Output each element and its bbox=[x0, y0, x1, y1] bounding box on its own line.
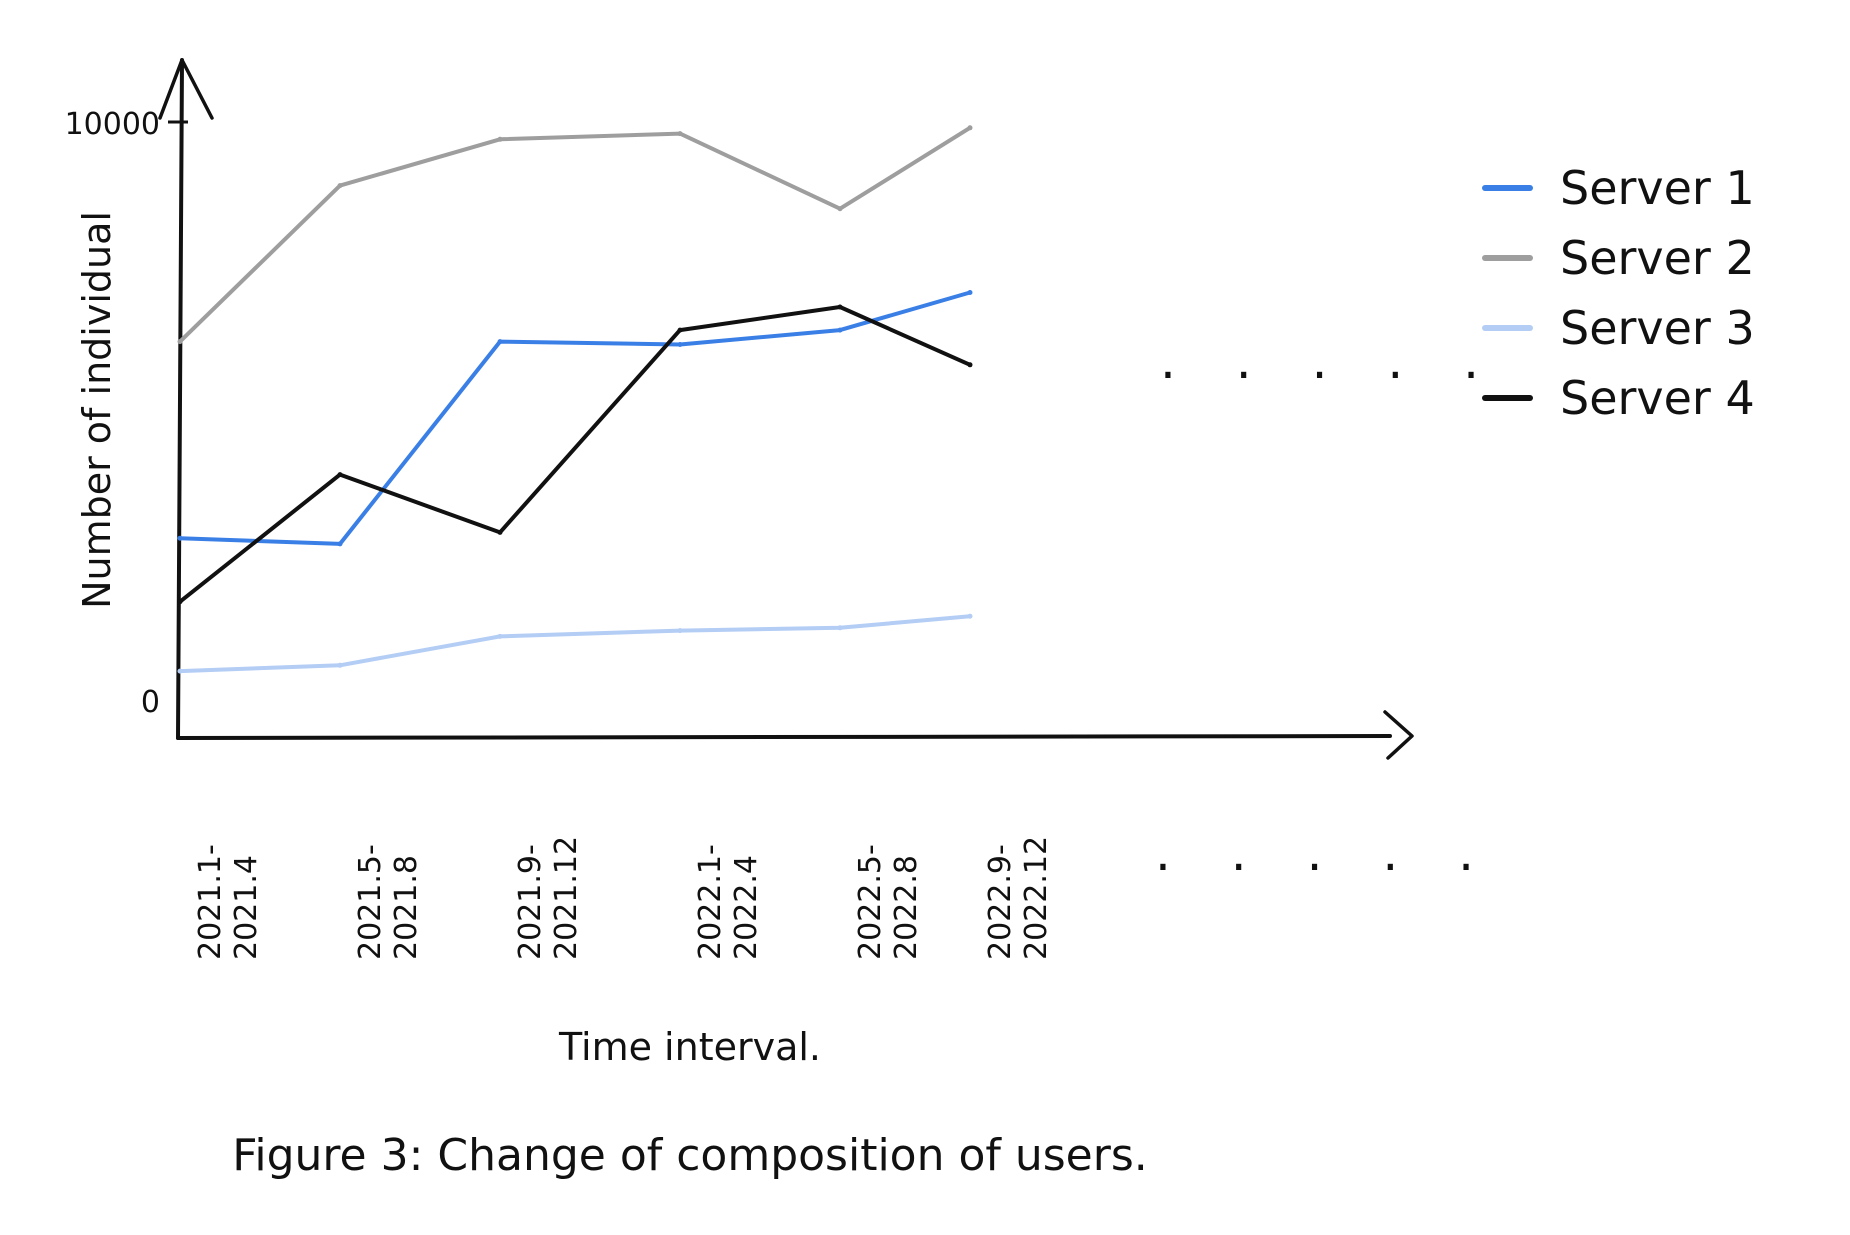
data-point bbox=[837, 206, 843, 212]
data-point bbox=[337, 541, 343, 547]
data-point bbox=[337, 183, 343, 189]
x-tick-label: 2022.8 bbox=[889, 855, 924, 960]
series-line bbox=[178, 125, 972, 344]
data-point bbox=[967, 125, 973, 131]
data-point bbox=[837, 625, 843, 631]
series-line bbox=[178, 290, 972, 546]
legend: Server 1 Server 2 Server 3 Server 4 bbox=[1482, 161, 1755, 425]
data-point bbox=[837, 327, 843, 333]
x-tick-label: 2022.5- bbox=[853, 844, 888, 960]
data-point bbox=[837, 304, 843, 310]
figure-caption: Figure 3: Change of composition of users… bbox=[232, 1130, 1148, 1181]
series-ellipsis: . . . . . bbox=[1160, 332, 1501, 390]
x-tick-label: 2022.4 bbox=[729, 855, 764, 960]
data-point bbox=[677, 342, 683, 347]
data-point bbox=[967, 362, 973, 368]
data-point bbox=[497, 339, 503, 345]
x-tick-label: 2021.8 bbox=[389, 855, 424, 960]
y-axis-arrow bbox=[158, 58, 214, 120]
data-point bbox=[497, 633, 503, 639]
data-point bbox=[967, 290, 973, 295]
y-axis-title: Number of individual bbox=[75, 211, 119, 609]
data-point bbox=[677, 628, 683, 634]
axes bbox=[158, 58, 1414, 760]
data-point bbox=[497, 136, 503, 142]
y-tick-label: 10000 bbox=[65, 107, 160, 142]
legend-label: Server 3 bbox=[1560, 301, 1755, 355]
data-point bbox=[177, 339, 183, 345]
data-point bbox=[177, 535, 183, 541]
data-point bbox=[337, 662, 343, 668]
chart-texts: Number of individual Time interval. Figu… bbox=[75, 211, 1501, 1181]
x-tick-label: 2022.9- bbox=[983, 844, 1018, 960]
x-axis-arrow bbox=[1383, 710, 1414, 760]
x-axis-title: Time interval. bbox=[558, 1025, 821, 1069]
legend-label: Server 2 bbox=[1560, 231, 1755, 285]
x-tick-label: 2021.5- bbox=[353, 844, 388, 960]
series-lines bbox=[177, 125, 973, 674]
data-point bbox=[177, 668, 183, 674]
series-line bbox=[178, 305, 972, 604]
data-point bbox=[497, 529, 503, 535]
y-tick-label: 0 bbox=[141, 685, 160, 720]
data-point bbox=[967, 613, 973, 619]
legend-label: Server 1 bbox=[1560, 161, 1755, 215]
x-tick-label: 2022.12 bbox=[1019, 836, 1054, 960]
y-axis-line bbox=[176, 58, 184, 740]
x-axis-ellipsis: . . . . . bbox=[1155, 824, 1496, 882]
legend-label: Server 4 bbox=[1560, 371, 1755, 425]
series-line bbox=[178, 614, 972, 674]
data-point bbox=[177, 599, 183, 605]
x-tick-label: 2021.4 bbox=[229, 855, 264, 960]
x-tick-label: 2022.1- bbox=[693, 844, 728, 960]
data-point bbox=[337, 472, 343, 478]
data-point bbox=[677, 131, 683, 137]
x-axis-line bbox=[176, 734, 1392, 740]
data-point bbox=[677, 327, 683, 333]
x-tick-label: 2021.9- bbox=[513, 844, 548, 960]
x-tick-label: 2021.12 bbox=[549, 836, 584, 960]
x-tick-label: 2021.1- bbox=[193, 844, 228, 960]
